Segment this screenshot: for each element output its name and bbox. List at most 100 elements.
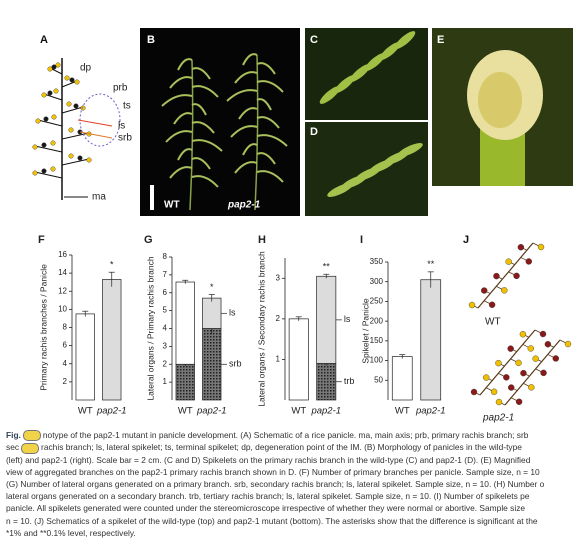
ls-pointer <box>77 119 113 127</box>
j-branch <box>477 242 534 309</box>
panicle-branch <box>191 121 215 134</box>
panicle-branch <box>238 107 258 120</box>
y-axis-title: Lateral organs / Secondary rachis branch <box>256 251 266 407</box>
x-tick-label: pap2-1 <box>196 406 227 417</box>
y-tick-label: 3 <box>276 273 281 282</box>
comment-icon[interactable] <box>22 430 41 442</box>
panicle-branch <box>230 125 258 138</box>
bar <box>102 279 122 401</box>
schematic-label: ls <box>118 121 125 132</box>
y-tick-label: 16 <box>58 250 67 259</box>
panel-letter: J <box>463 234 469 246</box>
series-label: ls <box>229 308 236 318</box>
j-spikelet <box>540 369 547 377</box>
spikelet-dot <box>68 153 74 159</box>
j-spikelet <box>493 272 500 280</box>
caption: Fig. notype of the pap2-1 mutant in panic… <box>6 429 573 539</box>
spikelet-dot <box>55 62 61 68</box>
srb-pointer <box>79 131 113 139</box>
scale-bar <box>150 185 154 210</box>
y-tick-label: 1 <box>163 377 168 386</box>
y-tick-label: 4 <box>163 324 168 333</box>
significance: * <box>210 282 214 292</box>
series-label: srb <box>229 359 242 369</box>
aggregated-branches-core <box>478 72 522 128</box>
branch <box>34 171 63 179</box>
y-tick-label: 4 <box>63 359 68 368</box>
panicle-branch <box>256 98 272 111</box>
caption-text: lateral organs generated on a secondary … <box>6 491 530 502</box>
j-spikelet <box>483 374 490 381</box>
bar <box>420 279 442 401</box>
schematic-label: prb <box>113 83 128 94</box>
x-tick-label: pap2-1 <box>310 406 341 417</box>
y-axis-title: Primary rachis branches / Panicle <box>38 264 48 391</box>
branch <box>61 158 90 166</box>
schematic-label: ma <box>92 192 106 203</box>
y-tick-label: 10 <box>58 304 67 313</box>
panicle-branch <box>169 76 193 89</box>
panicle-branch <box>191 157 211 170</box>
j-spikelet <box>564 340 572 348</box>
j-label: pap2-1 <box>482 413 514 424</box>
panicle-branch <box>234 71 258 84</box>
significance: ** <box>427 259 435 269</box>
significance: * <box>110 260 114 270</box>
panel-letter: E <box>437 34 444 46</box>
j-spikelet <box>495 398 503 406</box>
j-branch <box>504 339 561 406</box>
spikelet-dot <box>73 103 79 109</box>
caption-text: notype of the pap2-1 mutant in panicle d… <box>42 430 529 440</box>
y-tick-label: 8 <box>163 252 168 261</box>
j-spikelet <box>537 243 545 251</box>
j-spikelet <box>520 369 527 377</box>
y-tick-label: 7 <box>163 270 168 279</box>
branch <box>61 106 84 114</box>
panicle-branch <box>256 80 284 93</box>
panicle-branch <box>256 116 280 129</box>
j-branch <box>479 329 536 396</box>
j-spikelet <box>505 258 512 265</box>
panicle-branch <box>191 103 207 116</box>
branch <box>34 145 63 153</box>
spikelet-dot <box>41 168 47 174</box>
spikelet-dot <box>77 155 83 161</box>
spikelet-dot <box>35 118 41 124</box>
spikelet-dot <box>64 75 70 81</box>
photo-c <box>305 28 428 120</box>
j-spikelet <box>507 345 514 352</box>
x-tick-label: WT <box>395 406 410 417</box>
panicle-branch <box>226 89 258 102</box>
y-tick-label: 200 <box>370 316 384 325</box>
j-spikelet <box>552 355 559 362</box>
y-tick-label: 3 <box>163 341 168 350</box>
bar-segment <box>316 363 337 401</box>
panel-letter: B <box>147 34 155 46</box>
spikelet-dot <box>47 66 53 72</box>
panicle-branch <box>161 94 193 107</box>
schematic-label: dp <box>80 63 92 74</box>
schematic-label: srb <box>118 133 132 144</box>
caption-line: sec rachis branch; ls, lateral spikelet; … <box>6 441 573 454</box>
y-tick-label: 350 <box>370 257 384 266</box>
y-tick-label: 6 <box>63 341 68 350</box>
panicle-stem <box>254 54 259 211</box>
panicle-branch <box>169 166 193 179</box>
spikelet-dot <box>41 142 47 148</box>
comment-icon[interactable] <box>21 442 40 454</box>
caption-line: Fig. notype of the pap2-1 mutant in panic… <box>6 429 573 442</box>
panicle-branch <box>191 85 219 98</box>
x-tick-label: WT <box>78 406 93 417</box>
spikelet-dot <box>74 79 80 85</box>
panel-letter: A <box>40 34 48 46</box>
j-spikelet <box>490 388 498 395</box>
y-tick-label: 2 <box>163 359 168 368</box>
panicle-branch <box>191 175 219 188</box>
spikelet-dot <box>43 116 49 122</box>
panel-letter: F <box>38 234 45 246</box>
bar <box>75 313 95 401</box>
y-tick-label: 100 <box>370 356 384 365</box>
caption-line: panicle. All spikelets generated were co… <box>6 502 573 514</box>
caption-text: Fig. <box>6 430 21 440</box>
